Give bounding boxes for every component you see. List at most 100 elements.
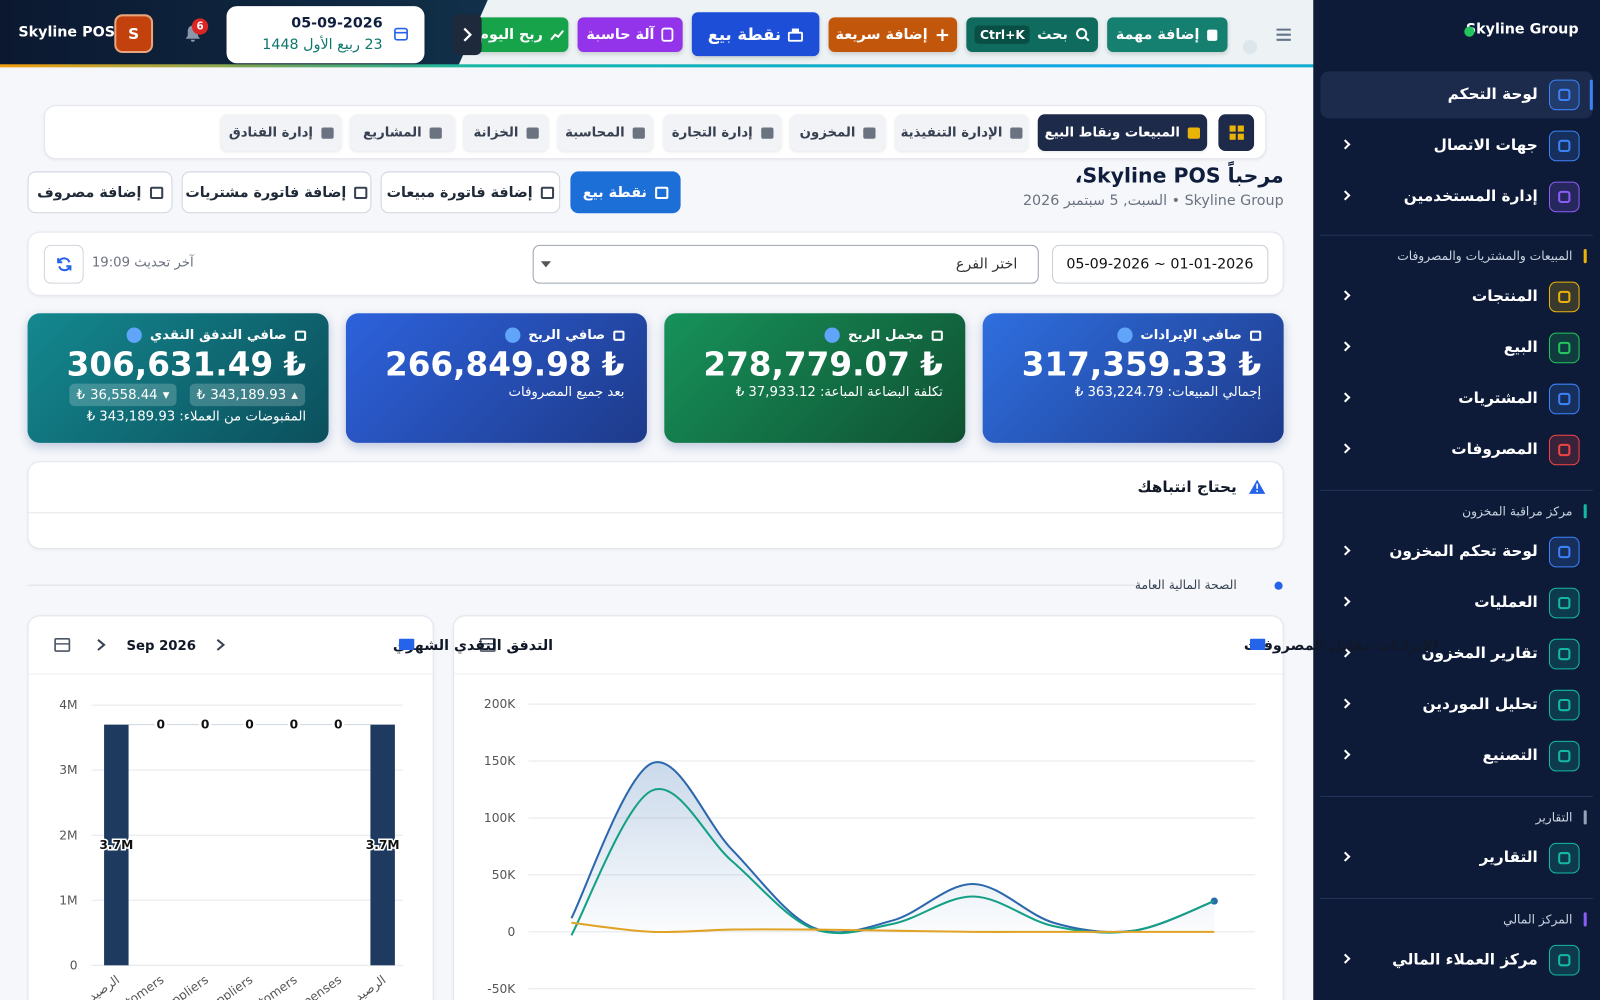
- refresh-button[interactable]: [43, 244, 84, 284]
- kpi-icon: [294, 330, 307, 341]
- tab[interactable]: الإدارة التنفيذية: [894, 114, 1029, 152]
- action-button[interactable]: نقطة بيع: [570, 171, 681, 214]
- action-button[interactable]: إضافة مصروف: [27, 171, 173, 214]
- y-tick-label: 1M: [59, 893, 77, 907]
- line: [571, 921, 1215, 934]
- sidebar-icon: [1548, 944, 1580, 976]
- active-indicator: [1589, 79, 1593, 111]
- action-button[interactable]: إضافة فاتورة مشتريات: [181, 171, 372, 214]
- kpi-note-row: ₺ 37,933.12 تكلفة البضاعة المباعة:: [736, 385, 943, 400]
- add-task-button[interactable]: إضافة مهمة: [1107, 17, 1228, 53]
- date-range-input[interactable]: 05-09-2026 ~ 01-01-2026: [1052, 244, 1269, 284]
- sidebar-icon-glyph: [1558, 954, 1571, 967]
- kpi-value: 278,779.07: [703, 344, 910, 384]
- tab[interactable]: إدارة الفنادق: [220, 114, 342, 152]
- sidebar-item[interactable]: العمليات: [1320, 580, 1592, 627]
- info-dot: [1242, 39, 1258, 55]
- tab-label: الإدارة التنفيذية: [900, 124, 1003, 141]
- tab[interactable]: المشاريع: [349, 114, 456, 152]
- today-profit-button[interactable]: ربح اليوم: [474, 17, 569, 53]
- icon: [661, 27, 674, 42]
- divider: [28, 512, 1283, 514]
- action-icon: [655, 186, 669, 199]
- table-icon: [54, 637, 71, 652]
- quick-add-button[interactable]: + إضافة سريعة: [828, 17, 958, 53]
- branch-select[interactable]: اختر الفرع: [532, 244, 1039, 284]
- sidebar-item[interactable]: تقارير المخزون: [1320, 631, 1592, 678]
- button-label: نقطة بيع: [707, 24, 782, 44]
- tab[interactable]: إدارة التجارة: [663, 114, 782, 152]
- sidebar-item[interactable]: التصنيع: [1320, 733, 1592, 780]
- sidebar-item[interactable]: البيع: [1320, 324, 1592, 371]
- date: 05-09-2026: [291, 15, 383, 32]
- collapse-button[interactable]: [453, 14, 482, 56]
- value-label: 3.7M: [366, 838, 400, 852]
- menu-icon[interactable]: [1276, 28, 1292, 42]
- group-title: مركز مراقبة المخزون: [1462, 504, 1573, 519]
- sidebar-item[interactable]: لوحة التحكم: [1320, 71, 1593, 119]
- label-bg: [332, 717, 345, 732]
- currency: ₺: [76, 387, 85, 403]
- y-tick-label: -50K: [487, 982, 516, 996]
- apps-button[interactable]: [1218, 114, 1255, 152]
- tab[interactable]: الخزانة: [463, 114, 549, 152]
- tab[interactable]: المخزون: [789, 114, 886, 152]
- sidebar-icon-glyph: [1558, 749, 1571, 763]
- bar: [370, 724, 395, 966]
- chart-title: التدفق النقدي الشهري: [393, 638, 553, 655]
- sidebar-item[interactable]: جهات الاتصال: [1320, 122, 1592, 169]
- sidebar-icon-glyph: [1558, 443, 1571, 457]
- sidebar-item[interactable]: لوحة تحكم المخزون: [1320, 529, 1592, 576]
- sidebar-label: العمليات: [1474, 592, 1538, 612]
- date-card: 05-09-2026 23 ربيع الأول 1448: [226, 6, 425, 64]
- notification-badge: 6: [191, 18, 209, 35]
- group-marker: [1583, 504, 1587, 519]
- sidebar-divider: [1320, 795, 1593, 797]
- kpi-icon: [1249, 330, 1262, 341]
- kpi-icon: [613, 330, 625, 341]
- value-label: 0: [156, 718, 165, 732]
- pos-button[interactable]: نقطة بيع: [691, 12, 820, 57]
- sidebar-icon: [1548, 130, 1580, 162]
- action-button[interactable]: إضافة فاتورة مبيعات: [380, 171, 561, 214]
- chart-icon: [398, 638, 415, 650]
- avatar[interactable]: S: [114, 14, 154, 54]
- sidebar-icon-glyph: [1558, 392, 1571, 406]
- kpi-title-row: صافي الربح: [504, 327, 625, 343]
- brand: Skyline Group: [1465, 21, 1579, 38]
- sidebar-label: التصنيع: [1482, 745, 1538, 765]
- sidebar-item[interactable]: تحليل الموردين: [1320, 682, 1592, 729]
- search-button[interactable]: بحث Ctrl+K: [966, 17, 1098, 53]
- sidebar-item[interactable]: المصروفات: [1320, 427, 1592, 474]
- tab-label: المخزون: [799, 124, 856, 141]
- section-line: [27, 584, 1140, 586]
- sidebar-label: البيع: [1503, 337, 1538, 357]
- sidebar-item[interactable]: مركز العملاء المالي: [1320, 937, 1592, 984]
- welcome-subtitle: Skyline Group • السبت, 5 سبتمبر 2026: [1022, 192, 1284, 210]
- sidebar-label: إدارة المستخدمين: [1403, 186, 1538, 206]
- sidebar-item[interactable]: المنتجات: [1320, 273, 1592, 320]
- tab[interactable]: المحاسبة: [557, 114, 654, 152]
- button-label: آلة حاسبة: [586, 26, 655, 43]
- user-name: Skyline POS: [18, 24, 116, 41]
- y-tick-label: 0: [70, 958, 78, 972]
- date-range: 05-09-2026 ~ 01-01-2026: [1066, 256, 1254, 273]
- kpi-value-row: 278,779.07 ₺: [703, 345, 942, 384]
- action-icon: [540, 186, 555, 199]
- sidebar-item[interactable]: التقارير: [1320, 835, 1592, 882]
- sidebar-item[interactable]: إدارة المستخدمين: [1320, 173, 1592, 220]
- sidebar-item[interactable]: المشتريات: [1320, 376, 1592, 423]
- kpi-title-row: صافي الإيرادات: [1116, 327, 1262, 343]
- kpi-card: صافي الربح 266,849.98 ₺ بعد جميع المصروفات: [345, 313, 647, 443]
- x-tick-label: Suppliers: [156, 973, 211, 1000]
- tab[interactable]: المبيعات ونقاط البيع: [1037, 114, 1208, 152]
- value-label: 0: [245, 718, 254, 732]
- calculator-button[interactable]: آلة حاسبة: [577, 17, 683, 53]
- info-icon: [504, 327, 521, 343]
- label-bg: [198, 717, 212, 732]
- currency: ₺: [920, 344, 943, 384]
- sidebar-icon-glyph: [1558, 88, 1571, 102]
- tab-icon: [632, 127, 646, 139]
- sidebar-icon-glyph: [1558, 698, 1571, 712]
